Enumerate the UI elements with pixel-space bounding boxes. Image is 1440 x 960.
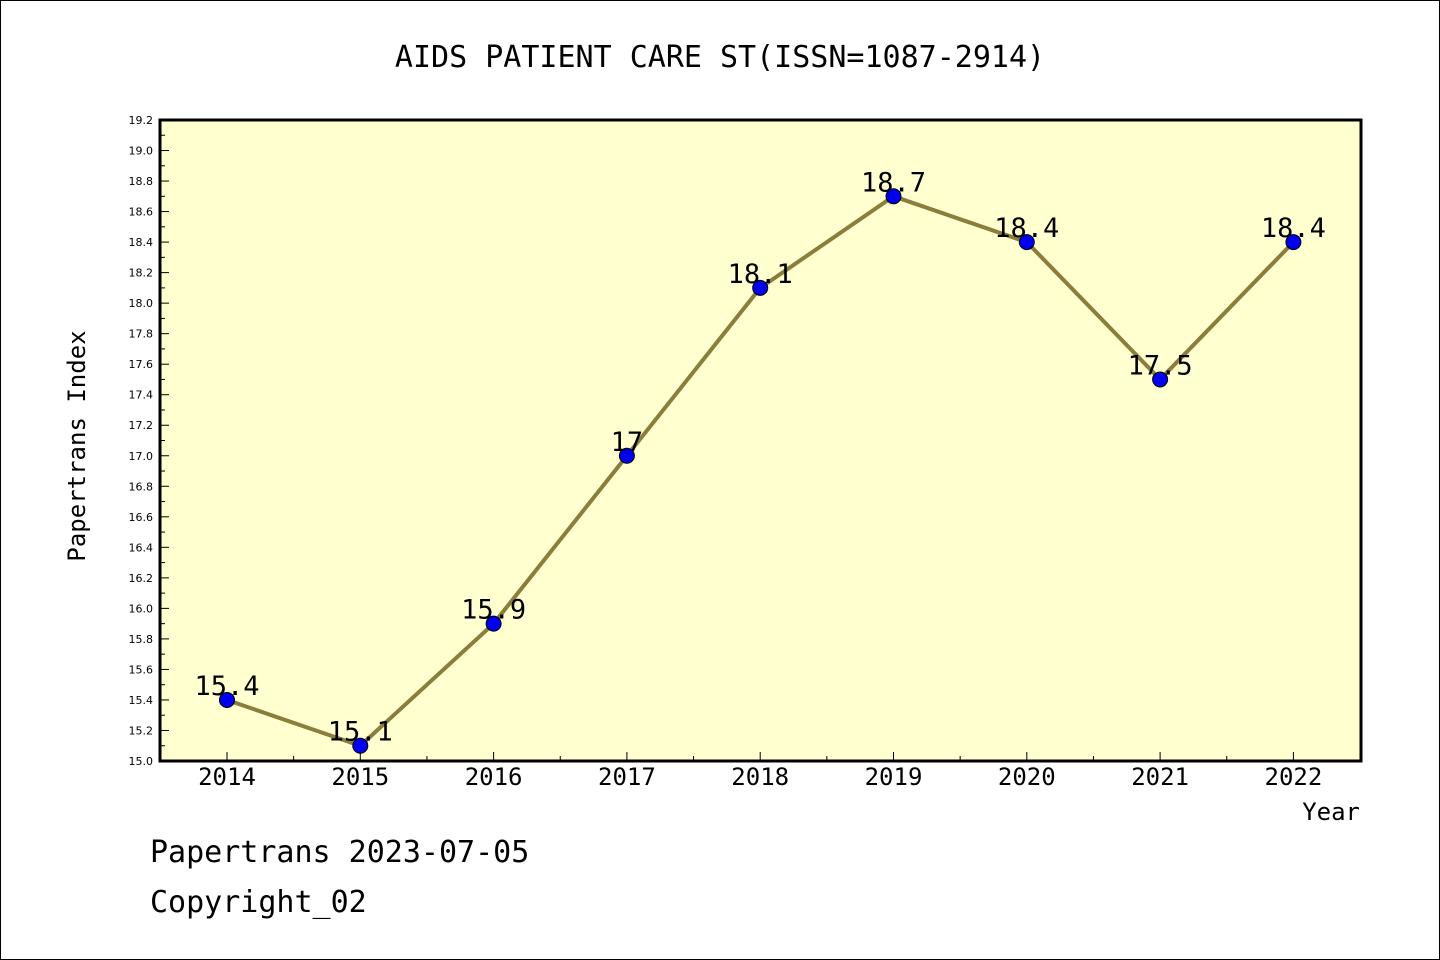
- footer-date: Papertrans 2023-07-05: [150, 835, 530, 870]
- data-label: 18.4: [1261, 213, 1326, 244]
- x-axis: 2014 2015 2016 2017 2018 2019 2020 2021 2022: [198, 752, 1322, 791]
- x-tick-label: 2021: [1131, 763, 1189, 791]
- x-tick-label: 2016: [465, 763, 523, 791]
- plot-area: [158, 118, 1363, 763]
- x-axis-label: Year: [1302, 798, 1360, 826]
- data-point: [219, 691, 235, 708]
- y-tick-label: 17.2: [129, 419, 154, 432]
- y-tick-label: 17.6: [129, 358, 154, 371]
- data-point: [485, 615, 502, 632]
- y-tick-label: 18.0: [129, 297, 154, 310]
- data-label: 15.1: [328, 717, 393, 748]
- y-axis: 15.0 15.2 15.4 15.6 15.8 16.0 16.2 16.4 16.6 16.8…: [129, 114, 169, 768]
- y-tick-label: 15.0: [129, 755, 154, 768]
- data-label: 18.7: [861, 167, 926, 198]
- data-point: [1018, 234, 1035, 251]
- data-labels: 15.4 15.1 15.9 17 18.1 18.7 18.4 17.5 18.4: [194, 167, 1325, 747]
- y-tick-label: 15.4: [129, 694, 154, 707]
- y-axis-label: Papertrans Index: [63, 330, 91, 561]
- y-tick-label: 16.8: [129, 480, 154, 493]
- data-label: 18.1: [728, 259, 793, 290]
- series-markers: [219, 188, 1302, 754]
- y-tick-label: 16.6: [129, 511, 154, 524]
- y-tick-label: 15.2: [129, 724, 154, 737]
- data-point: [352, 737, 369, 754]
- x-tick-label: 2022: [1265, 763, 1323, 791]
- y-tick-label: 18.8: [129, 175, 154, 188]
- y-tick-label: 16.4: [129, 541, 154, 554]
- x-tick-label: 2018: [731, 763, 789, 791]
- data-point: [1152, 371, 1169, 388]
- y-tick-label: 15.6: [129, 663, 154, 676]
- y-tick-label: 19.0: [129, 145, 154, 158]
- data-label: 17.5: [1128, 350, 1193, 381]
- y-tick-label: 18.6: [129, 206, 154, 219]
- y-tick-label: 18.4: [129, 236, 154, 249]
- footer-copyright: Copyright_02: [150, 885, 367, 920]
- data-point: [1285, 234, 1302, 251]
- x-tick-label: 2017: [598, 763, 656, 791]
- y-tick-label: 19.2: [129, 114, 154, 127]
- y-tick-label: 17.8: [129, 328, 154, 341]
- data-point: [618, 447, 635, 464]
- data-label: 15.4: [194, 671, 259, 702]
- y-tick-label: 16.2: [129, 572, 154, 585]
- y-tick-label: 17.0: [129, 450, 154, 463]
- y-tick-label: 17.4: [129, 389, 154, 402]
- x-tick-label: 2015: [331, 763, 389, 791]
- y-tick-label: 15.8: [129, 633, 154, 646]
- chart-title: AIDS PATIENT CARE ST(ISSN=1087-2914): [395, 40, 1045, 75]
- y-tick-label: 18.2: [129, 267, 154, 280]
- data-label: 17: [611, 427, 644, 458]
- data-point: [885, 188, 902, 205]
- x-tick-label: 2014: [198, 763, 256, 791]
- x-tick-label: 2020: [998, 763, 1056, 791]
- y-tick-label: 16.0: [129, 602, 154, 615]
- x-tick-label: 2019: [865, 763, 923, 791]
- data-label: 15.9: [461, 595, 526, 626]
- data-label: 18.4: [994, 213, 1059, 244]
- data-point: [752, 279, 769, 296]
